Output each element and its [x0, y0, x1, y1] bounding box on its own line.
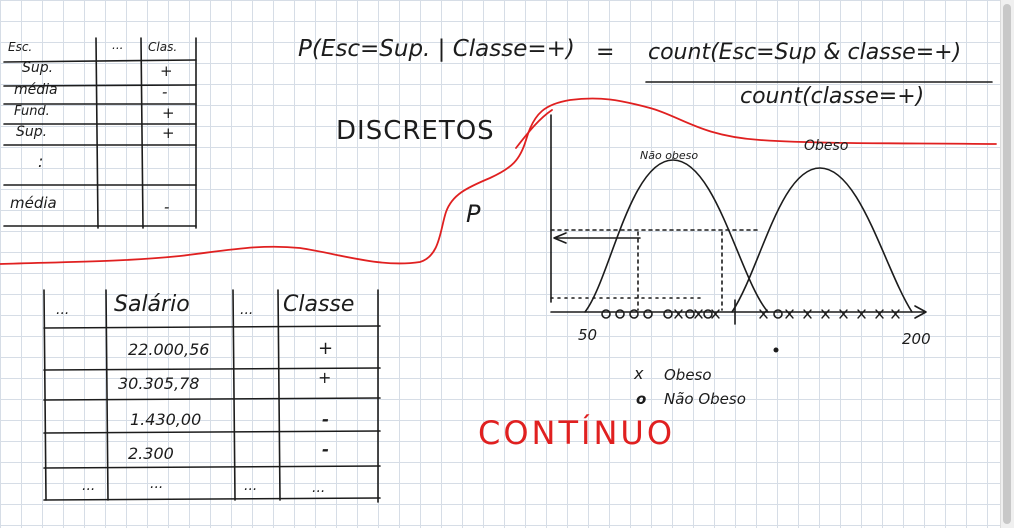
legend-o-label: Não Obeso [664, 390, 746, 408]
obeso-curve-label: Obeso [804, 138, 849, 154]
cont-cell-class: + [318, 338, 334, 359]
discrete-continuous-divider [0, 97, 997, 265]
formula-equals: = [596, 40, 615, 65]
cont-cell-salary: 1.430,00 [130, 410, 202, 429]
legend-x-label: Obeso [664, 366, 712, 384]
cont-cell-ellipsis: ... [312, 480, 326, 496]
cont-header-classe: Classe [283, 292, 355, 317]
axis-min-label: 50 [578, 326, 598, 344]
discrete-cell: + [162, 124, 175, 142]
cont-cell-class: + [318, 368, 332, 387]
cont-cell-salary: 2.300 [128, 444, 174, 463]
discrete-cell: média [10, 194, 57, 212]
discrete-header-esc: Esc. [8, 40, 33, 54]
discrete-cell: - [162, 83, 168, 101]
discrete-cell: : [38, 152, 44, 171]
cont-cell-salary: 22.000,56 [128, 340, 210, 359]
cont-header-salario: Salário [114, 292, 190, 317]
axis-max-label: 200 [902, 330, 931, 348]
obeso-curve [731, 167, 913, 313]
formula-numerator: count(Esc=Sup & classe=+) [648, 40, 962, 65]
p-label: P [466, 200, 481, 228]
discrete-cell: + [162, 104, 175, 122]
legend-o-symbol: o [636, 390, 647, 408]
nao-obeso-curve-label: Não obeso [640, 149, 699, 162]
discrete-table-lines [3, 37, 197, 229]
cont-cell-class: - [322, 440, 330, 460]
red-tick [515, 109, 553, 149]
continuous-table-lines [43, 289, 381, 503]
discrete-header-ellipsis: ... [112, 38, 124, 52]
discrete-cell: Sup. [16, 124, 48, 140]
nao-obeso-curve [584, 159, 769, 313]
nao-obeso-points [601, 309, 783, 319]
discrete-cell: - [164, 198, 170, 216]
discrete-header-class: Clas. [148, 40, 178, 54]
cont-header-ellipsis-2: ... [240, 302, 254, 318]
cont-cell-ellipsis: ... [82, 478, 96, 494]
scrollbar-thumb[interactable] [1003, 4, 1011, 524]
formula-lhs: P(Esc=Sup. | Classe=+) [298, 36, 575, 62]
discrete-cell: média [14, 82, 58, 98]
continuo-label: CONTÍNUO [478, 414, 675, 452]
formula-denominator: count(classe=+) [740, 84, 925, 109]
stray-dot [773, 347, 779, 353]
discrete-cell: Sup. [22, 60, 54, 76]
legend-x-symbol: x [634, 364, 644, 383]
cont-cell-ellipsis: ... [150, 476, 164, 492]
discretos-label: DISCRETOS [336, 116, 495, 146]
cont-header-ellipsis-1: ... [56, 302, 70, 318]
cont-cell-class: - [322, 410, 330, 430]
discrete-cell: Fund. [14, 104, 50, 119]
cont-cell-salary: 30.305,78 [118, 374, 200, 393]
obeso-points [674, 309, 900, 319]
discrete-cell: + [160, 62, 173, 80]
cont-cell-ellipsis: ... [244, 478, 258, 494]
